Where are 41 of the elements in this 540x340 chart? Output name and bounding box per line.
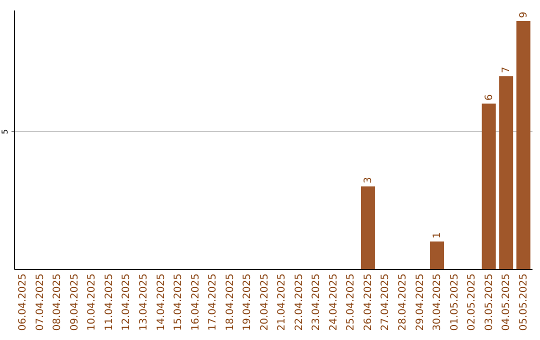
- x-tick-label: 29.04.2025: [414, 274, 426, 331]
- x-tick-label: 03.05.2025: [484, 274, 495, 331]
- x-tick-label: 11.04.2025: [104, 274, 115, 331]
- data-label: 3: [362, 176, 374, 184]
- x-tick-label: 22.04.2025: [294, 274, 305, 331]
- x-tick-label: 30.04.2025: [432, 274, 444, 331]
- x-tick-label: 06.04.2025: [18, 274, 29, 331]
- x-tick-label: 09.04.2025: [69, 274, 80, 331]
- bar: [516, 21, 530, 269]
- x-tick-label: 23.04.2025: [311, 274, 322, 331]
- bar: [430, 241, 444, 269]
- x-tick-label: 12.04.2025: [121, 274, 132, 331]
- x-tick-label: 25.04.2025: [346, 274, 357, 331]
- x-tick-label: 19.04.2025: [242, 274, 254, 331]
- bar: [482, 104, 496, 269]
- data-label: 7: [501, 66, 512, 74]
- x-tick-label: 15.04.2025: [173, 274, 184, 331]
- x-tick-label: 21.04.2025: [276, 274, 288, 331]
- data-label: 9: [518, 12, 530, 18]
- x-tick-label: 28.04.2025: [398, 274, 408, 331]
- x-tick-label: 20.04.2025: [259, 274, 270, 331]
- x-tick-label: 07.04.2025: [34, 274, 46, 331]
- x-tick-label: 05.05.2025: [518, 274, 530, 331]
- x-tick-label: 13.04.2025: [138, 274, 150, 331]
- x-tick-label: 17.04.2025: [208, 274, 219, 331]
- x-tick-label: 16.04.2025: [190, 274, 202, 331]
- x-tick-label: 01.05.2025: [449, 274, 460, 331]
- x-tick-label: 14.04.2025: [156, 274, 167, 331]
- bar: [360, 186, 375, 269]
- y-tick-label: 5: [0, 129, 10, 134]
- x-tick-label: 10.04.2025: [86, 274, 98, 331]
- bar: [499, 76, 514, 269]
- x-tick-label: 18.04.2025: [224, 274, 236, 331]
- x-tick-label: 26.04.2025: [362, 274, 374, 331]
- data-label: 6: [484, 94, 495, 101]
- data-label: 1: [432, 232, 444, 238]
- x-tick-label: 04.05.2025: [501, 274, 512, 331]
- x-tick-label: 27.04.2025: [380, 274, 392, 331]
- x-tick-label: 08.04.2025: [52, 274, 64, 331]
- x-tick-label: 24.04.2025: [328, 274, 340, 331]
- x-tick-label: 02.05.2025: [466, 274, 478, 331]
